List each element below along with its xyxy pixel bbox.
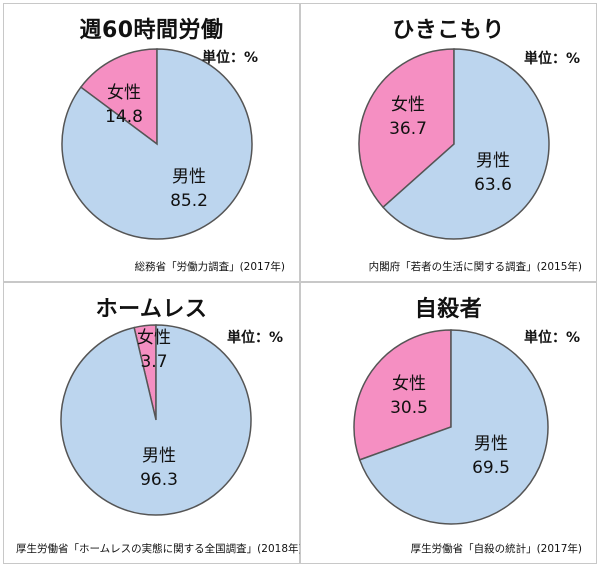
- unit-label: 単位：%: [226, 330, 283, 346]
- slice-label-female: 女性: [137, 328, 171, 348]
- data-label-female: 30.5: [390, 398, 428, 418]
- chart-title: 自殺者: [414, 297, 483, 322]
- chart-title: 週60時間労働: [79, 18, 224, 43]
- pie-slice-male: [60, 324, 252, 516]
- unit-label: 単位：%: [523, 330, 580, 346]
- chart-title: ひきこもり: [392, 18, 505, 43]
- slice-label-male: 男性: [476, 151, 510, 171]
- pie-chart: 女性 36.7 男性 63.6: [358, 48, 550, 240]
- data-label-male: 69.5: [472, 458, 510, 478]
- slice-label-male: 男性: [142, 446, 176, 466]
- pie-slice-male: [382, 48, 550, 240]
- data-label-female: 36.7: [389, 119, 427, 139]
- data-label-female: 3.7: [140, 352, 167, 372]
- pie-slice-male: [358, 329, 549, 525]
- slice-label-female: 女性: [107, 83, 141, 103]
- chart-panel-homeless: ホームレス 単位：% 女性 3.7 男性 96.3 厚生労働省「ホームレスの実態に関す…: [3, 282, 303, 564]
- pie-slice-female: [358, 48, 455, 209]
- chart-panel-60h-work: 週60時間労働 女性 14.8 男性 85.2 総務省「労働力調査」(2017年): [3, 3, 300, 282]
- slice-label-male: 男性: [172, 167, 206, 187]
- chart-source: 内閣府「若者の生活に関する調査」(2015年): [368, 261, 582, 273]
- data-label-male: 63.6: [474, 175, 512, 195]
- unit-label: 単位：%: [523, 51, 580, 67]
- slice-label-female: 女性: [391, 95, 425, 115]
- chart-source: 厚生労働省「ホームレスの実態に関する全国調査」(2018年): [16, 543, 303, 555]
- pie-chart: 女性 3.7 男性 96.3: [60, 324, 252, 516]
- pie-chart: 女性 30.5 男性 69.5: [353, 329, 549, 525]
- unit-label: 単位：%: [202, 50, 259, 66]
- pie-slice-male: [61, 48, 253, 240]
- data-label-female: 14.8: [105, 107, 143, 127]
- slice-label-female: 女性: [392, 374, 426, 394]
- pie-chart: 女性 14.8 男性 85.2: [61, 48, 253, 240]
- data-label-male: 96.3: [140, 470, 178, 490]
- chart-title: ホームレス: [95, 297, 208, 322]
- chart-panel-hikikomori: ひきこもり 単位：% 女性 36.7 男性 63.6 内閣府「若者の生活に関する調査」…: [300, 3, 597, 282]
- pie-slice-female: [79, 48, 158, 146]
- chart-source: 総務省「労働力調査」(2017年): [134, 261, 285, 273]
- chart-panel-suicide: 自殺者 単位：% 女性 30.5 男性 69.5 厚生労働省「自殺の統計」(2017年…: [300, 282, 597, 564]
- chart-source: 厚生労働省「自殺の統計」(2017年): [410, 543, 582, 555]
- data-label-male: 85.2: [170, 191, 208, 211]
- slice-label-male: 男性: [474, 434, 508, 454]
- pie-slice-female: [353, 329, 452, 461]
